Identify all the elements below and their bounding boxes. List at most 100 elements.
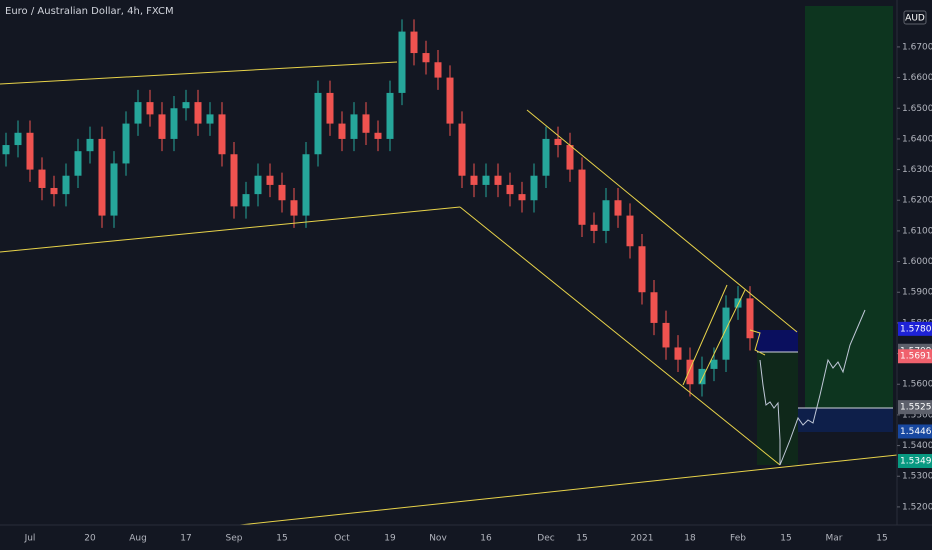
x-tick-label: Mar (826, 534, 843, 544)
candle-body (482, 175, 490, 185)
x-tick-label: 2021 (631, 534, 654, 544)
candle-body (434, 62, 442, 78)
candle-body (206, 114, 214, 124)
y-tick-label: 1.59000 (902, 288, 932, 298)
trend-line (0, 61, 398, 85)
candle-body (2, 145, 10, 155)
candle-body (62, 175, 70, 195)
candle-body (506, 184, 514, 195)
candle-body (50, 187, 58, 195)
candle-body (26, 132, 34, 170)
candle-body (626, 215, 634, 247)
candle-body (458, 123, 466, 176)
x-tick-label: Nov (429, 534, 447, 544)
y-tick-label: 1.63000 (902, 165, 932, 175)
candle-body (230, 154, 238, 207)
x-tick-label: Dec (537, 534, 554, 544)
target-zone (805, 6, 893, 408)
candle-body (86, 138, 94, 152)
candle-body (122, 123, 130, 164)
price-badge (898, 349, 932, 364)
candle-body (218, 114, 226, 155)
candle-body (134, 102, 142, 124)
trend-line (682, 284, 728, 386)
candle-body (146, 102, 154, 115)
trend-line (526, 109, 798, 333)
y-tick-label: 1.64000 (902, 134, 932, 144)
y-tick-label: 1.54000 (902, 441, 932, 451)
x-tick-label: 20 (84, 534, 96, 544)
y-tick-label: 1.67000 (902, 42, 932, 52)
candle-body (494, 175, 502, 185)
x-ticks: Jul 20 Aug 17 Sep 15 Oct 19 Nov 16 Dec 15 2021 18 Feb 1… (24, 534, 888, 544)
x-tick-label: Sep (226, 534, 243, 544)
chart-title: Euro / Australian Dollar, 4h, FXCM (5, 6, 174, 17)
candle-body (386, 92, 394, 139)
candle-body (290, 200, 298, 216)
y-tick-label: 1.55000 (902, 410, 932, 420)
candle-body (710, 359, 718, 369)
candle-body (374, 132, 382, 139)
candle-body (254, 175, 262, 195)
trend-line (239, 454, 898, 526)
candle-body (602, 200, 610, 231)
y-tick-label: 1.61000 (902, 226, 932, 236)
candle-body (542, 138, 550, 176)
trend-line (699, 289, 746, 384)
candle-body (470, 175, 478, 185)
candle-body (734, 298, 742, 308)
candle-body (638, 246, 646, 293)
candle-body (74, 151, 82, 176)
x-tick-label: 18 (684, 534, 696, 544)
candle-body (662, 322, 670, 348)
candle-body (674, 347, 682, 360)
candle-body (590, 224, 598, 231)
currency: AUD (905, 14, 925, 24)
candle-body (446, 77, 454, 124)
x-tick-label: 17 (180, 534, 191, 544)
x-tick-label: 16 (480, 534, 492, 544)
candle-body (110, 163, 118, 216)
price-badge (898, 424, 932, 439)
x-tick-label: 15 (276, 534, 287, 544)
candle-body (314, 92, 322, 155)
y-tick-label: 1.65000 (902, 104, 932, 114)
y-tick-label: 1.62000 (902, 196, 932, 206)
candle-body (554, 138, 562, 146)
currency-box (903, 10, 927, 25)
trend-line (0, 206, 461, 253)
entry-box (757, 330, 798, 352)
candle-body (14, 132, 22, 146)
trend-line (749, 329, 766, 356)
y-tick-label: 1.66000 (902, 73, 932, 83)
candle-body (686, 359, 694, 385)
projection-path (759, 309, 866, 466)
candle-body (326, 92, 334, 124)
candle-body (362, 114, 370, 133)
candle-body (650, 292, 658, 323)
x-tick-label: Jul (24, 534, 36, 544)
candle-body (194, 102, 202, 124)
price-badge-label: 1.55253 (900, 403, 932, 413)
candle-body (182, 102, 190, 109)
x-tick-label: 15 (576, 534, 587, 544)
candle-body (398, 31, 406, 93)
y-tick-label: 1.53000 (902, 472, 932, 482)
candle-body (38, 169, 46, 188)
candle-body (350, 114, 358, 139)
price-badge (898, 400, 932, 415)
projection-zone (757, 352, 798, 465)
candle-body (566, 145, 574, 170)
price-badge-label: 1.54460 (900, 427, 932, 437)
trend-lines (0, 61, 898, 526)
candle-body (422, 53, 430, 63)
support-box (798, 408, 893, 432)
candle-body (698, 368, 706, 385)
candle-body (98, 138, 106, 216)
price-badges: 1.687731.578071.570921.569131.552531.544… (898, 321, 932, 469)
x-tick-label: Oct (334, 534, 350, 544)
candle-body (578, 169, 586, 225)
x-tick-label: 19 (384, 534, 396, 544)
